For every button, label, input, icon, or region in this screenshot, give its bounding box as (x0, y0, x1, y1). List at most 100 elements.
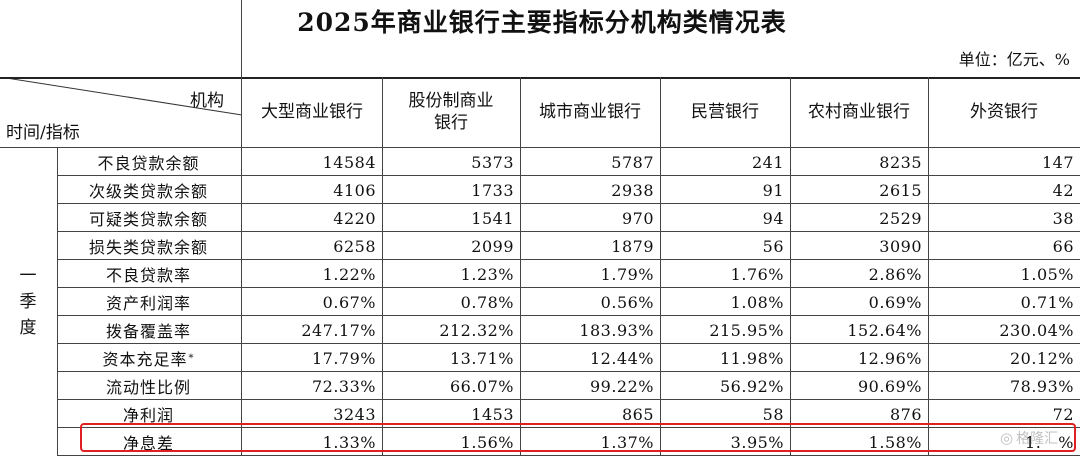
column-header-text: 农村商业银行 (808, 102, 910, 122)
column-header-text: 民营银行 (691, 102, 759, 122)
table-cell-city: 183.93% (579, 320, 654, 340)
table-cell-private: 94 (762, 208, 784, 228)
column-header-text: 外资银行 (970, 102, 1038, 122)
table-cell-large: 0.67% (322, 292, 376, 312)
table-cell-private: 241 (751, 152, 784, 172)
table-cell-joint: 66.07% (449, 376, 514, 396)
row-label: 流动性比例 (105, 378, 191, 397)
column-header-private: 民营银行 (660, 77, 790, 147)
row-label: 可疑类贷款余额 (88, 210, 208, 229)
table-cell-city: 1.37% (600, 432, 654, 452)
table-cell-foreign: 78.93% (1009, 376, 1074, 396)
row-label: 次级类贷款余额 (88, 182, 208, 201)
table-cell-large: 72.33% (311, 376, 376, 396)
table-cell-joint: 1541 (471, 208, 514, 228)
table-cell-rural: 12.96% (857, 348, 922, 368)
row-divider (57, 343, 1080, 344)
row-label: 不良贷款率 (105, 266, 191, 285)
table-cell-rural: 3090 (879, 236, 922, 256)
table-cell-private: 58 (762, 404, 784, 424)
row-label: 资本充足率 * (102, 350, 195, 369)
season-char: 一 (19, 265, 37, 286)
table-cell-private: 56.92% (719, 376, 784, 396)
column-header-joint: 股份制商业 银行 (382, 77, 520, 147)
table-cell-foreign: 147 (1041, 152, 1074, 172)
column-header-city: 城市商业银行 (520, 77, 660, 147)
table-cell-rural: 2.86% (868, 264, 922, 284)
highlight-box (80, 423, 1076, 452)
table-cell-large: 1.33% (322, 432, 376, 452)
table-cell-city: 99.22% (589, 376, 654, 396)
table-cell-rural: 152.64% (847, 320, 922, 340)
table-cell-private: 11.98% (719, 348, 784, 368)
table-cell-joint: 1733 (471, 180, 514, 200)
table-cell-rural: 876 (889, 404, 922, 424)
row-divider (57, 427, 1080, 428)
header-org-label: 机构 (190, 91, 224, 111)
table-cell-foreign: 230.04% (999, 320, 1074, 340)
column-divider (382, 77, 383, 456)
column-divider (57, 147, 58, 456)
table-cell-large: 247.17% (301, 320, 376, 340)
row-divider (0, 77, 1080, 79)
column-header-text: 大型商业银行 (261, 102, 363, 122)
row-divider (57, 315, 1080, 316)
table-cell-foreign: 42 (1052, 180, 1074, 200)
table-cell-city: 0.56% (600, 292, 654, 312)
table-cell-large: 6258 (333, 236, 376, 256)
column-divider (790, 77, 791, 456)
column-divider (241, 0, 242, 456)
column-header-text: 城市商业银行 (539, 102, 641, 122)
table-cell-foreign: 72 (1052, 404, 1074, 424)
table-cell-private: 56 (762, 236, 784, 256)
table-cell-city: 865 (621, 404, 654, 424)
row-label: 拨备覆盖率 (105, 322, 191, 341)
column-header-rural: 农村商业银行 (790, 77, 928, 147)
table-title: 2025年商业银行主要指标分机构类情况表 (297, 8, 787, 37)
row-label: 净息差 (122, 434, 174, 453)
table-cell-city: 1879 (611, 236, 654, 256)
table-cell-rural: 2615 (879, 180, 922, 200)
table-cell-private: 3.95% (730, 432, 784, 452)
table-cell-joint: 212.32% (439, 320, 514, 340)
table-cell-foreign: 1.__% (1025, 432, 1074, 452)
table-cell-large: 14584 (322, 152, 376, 172)
table-cell-large: 3243 (333, 404, 376, 424)
row-divider (57, 399, 1080, 400)
header-time-indicator-label: 时间/指标 (6, 123, 80, 143)
table-cell-city: 12.44% (589, 348, 654, 368)
season-char: 度 (19, 317, 37, 338)
row-divider (57, 175, 1080, 176)
row-divider (57, 203, 1080, 204)
row-label: 净利润 (122, 406, 174, 425)
table-cell-rural: 8235 (879, 152, 922, 172)
table-cell-private: 91 (762, 180, 784, 200)
header-diagonal-line (0, 77, 242, 116)
table-cell-foreign: 1.05% (1020, 264, 1074, 284)
table-cell-city: 1.79% (600, 264, 654, 284)
table-cell-private: 1.76% (730, 264, 784, 284)
table-cell-joint: 5373 (471, 152, 514, 172)
table-cell-rural: 90.69% (857, 376, 922, 396)
table-cell-large: 1.22% (322, 264, 376, 284)
row-divider (57, 371, 1080, 372)
table-cell-private: 215.95% (709, 320, 784, 340)
column-header-text: 股份制商业 (408, 91, 494, 111)
column-divider (660, 77, 661, 456)
table-cell-city: 970 (621, 208, 654, 228)
table-cell-joint: 1453 (471, 404, 514, 424)
row-divider (57, 231, 1080, 232)
column-divider (928, 77, 929, 456)
footnote-mark: * (188, 352, 195, 364)
column-divider (520, 77, 521, 456)
table-cell-foreign: 0.71% (1020, 292, 1074, 312)
season-char: 季 (19, 291, 37, 312)
table-cell-rural: 1.58% (868, 432, 922, 452)
watermark-icon: ◎ (1000, 429, 1014, 447)
row-divider (57, 287, 1080, 288)
table-cell-city: 2938 (611, 180, 654, 200)
table-cell-foreign: 20.12% (1009, 348, 1074, 368)
row-label: 不良贷款余额 (97, 154, 200, 173)
table-cell-joint: 13.71% (449, 348, 514, 368)
